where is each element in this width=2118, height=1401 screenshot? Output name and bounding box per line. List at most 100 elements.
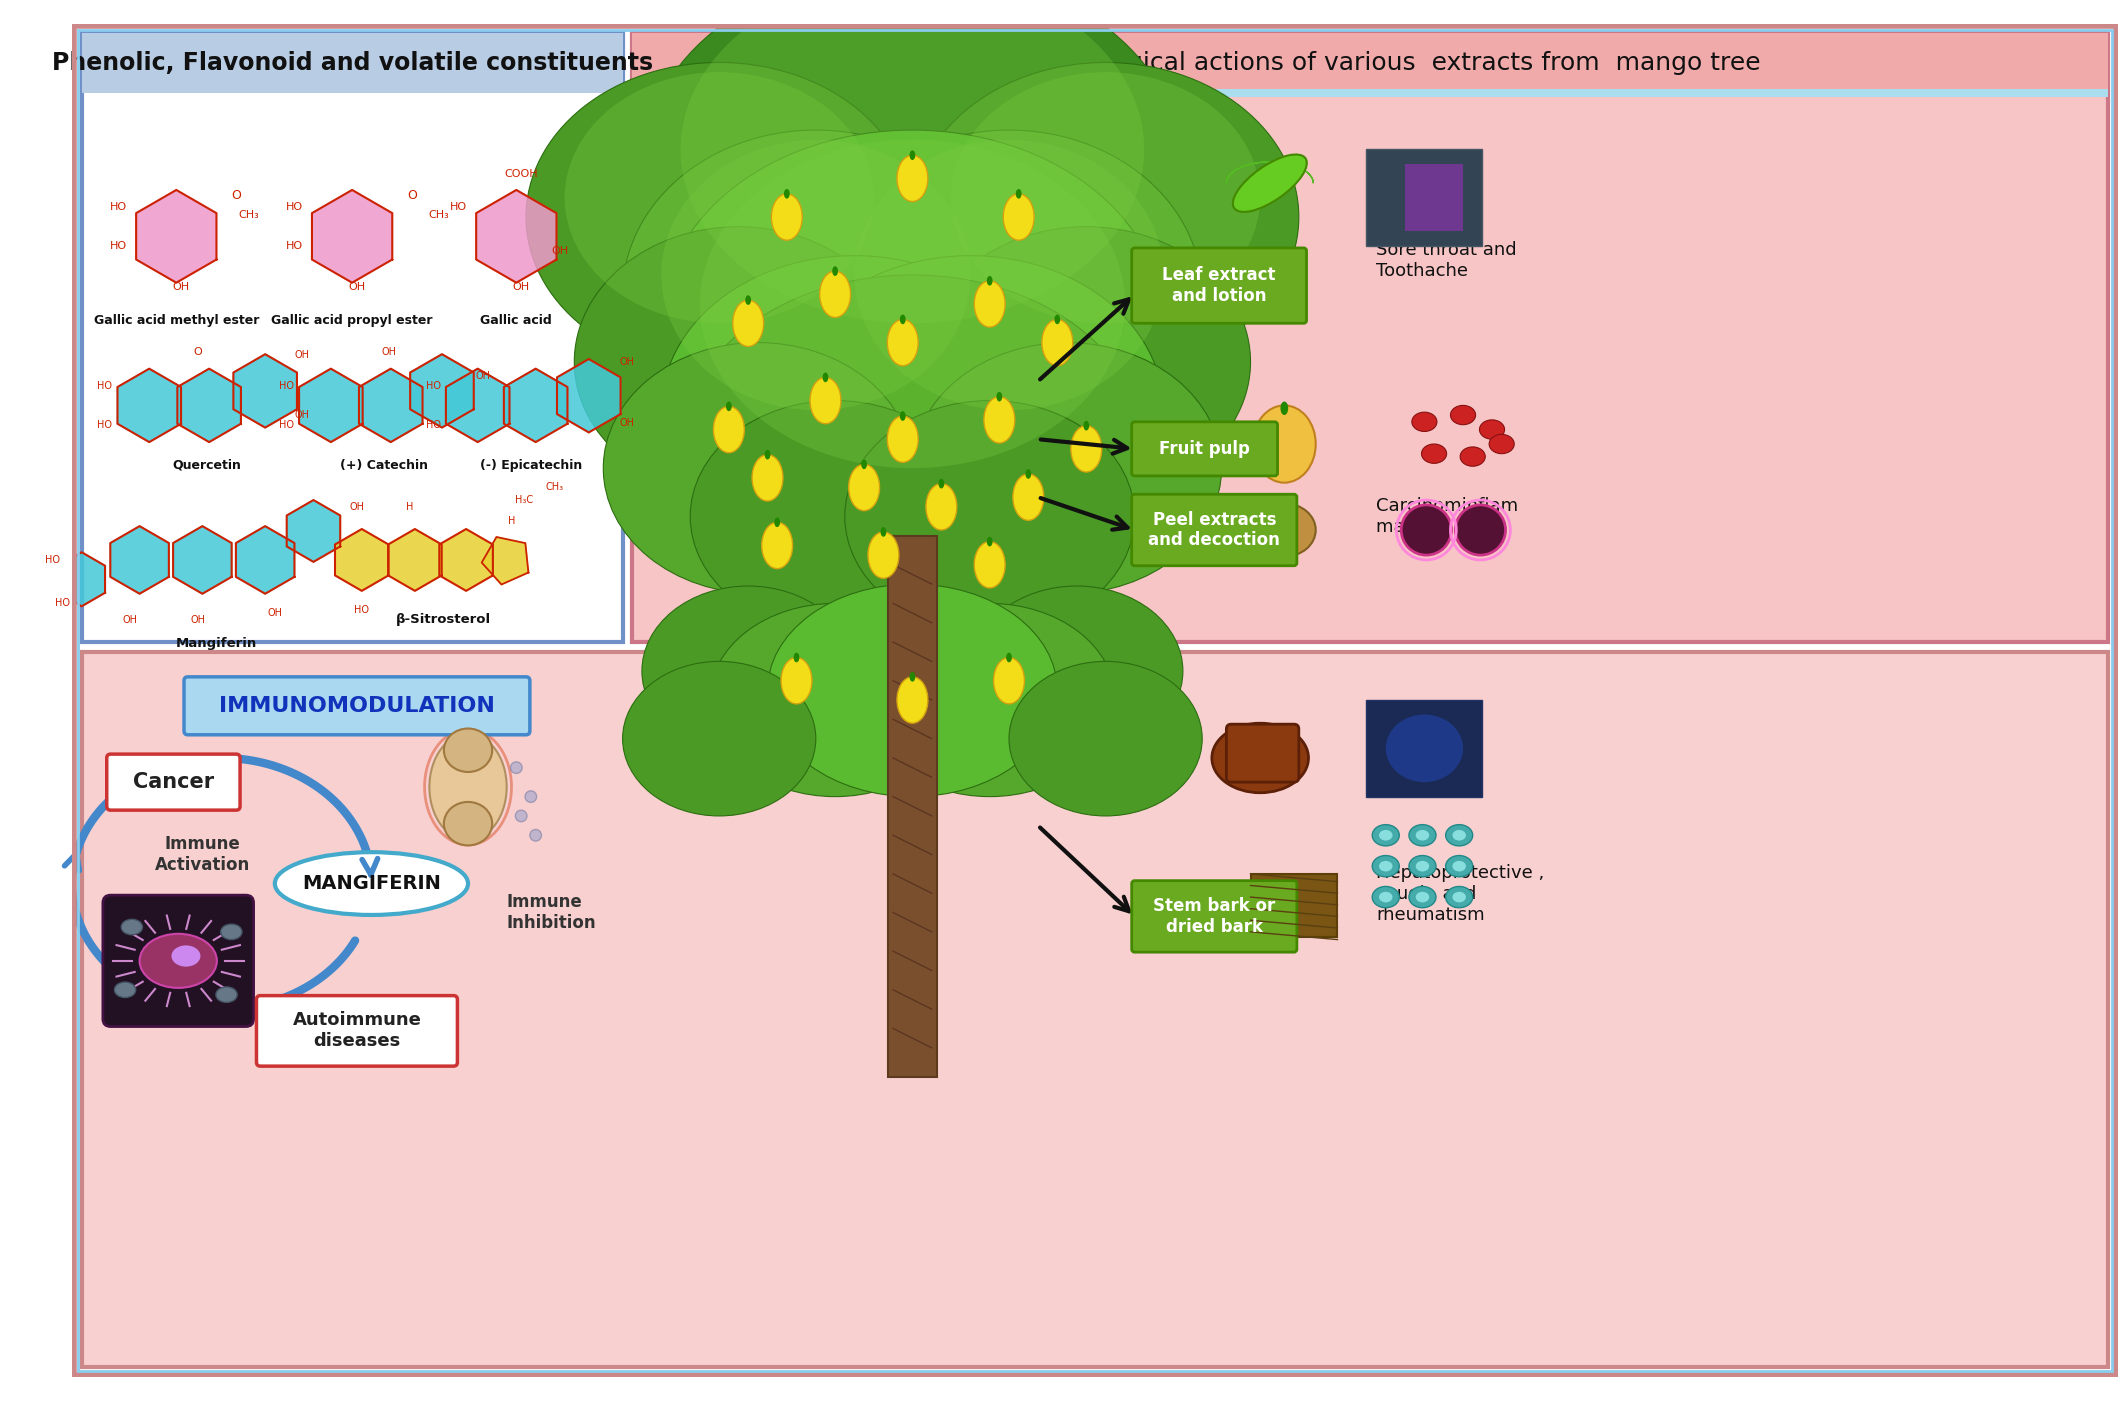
Ellipse shape	[777, 255, 1163, 565]
Text: HO: HO	[426, 381, 441, 391]
Text: CH₃: CH₃	[239, 210, 258, 220]
FancyBboxPatch shape	[106, 754, 239, 810]
Text: HO: HO	[97, 420, 112, 430]
Ellipse shape	[1408, 825, 1436, 846]
Text: β-Sitrosterol: β-Sitrosterol	[396, 614, 491, 626]
Polygon shape	[504, 368, 568, 443]
Ellipse shape	[1372, 887, 1400, 908]
Ellipse shape	[1254, 405, 1315, 483]
Text: Hepatoprotective ,
cough, and
rheumatism: Hepatoprotective , cough, and rheumatism	[1377, 864, 1544, 923]
Ellipse shape	[771, 193, 803, 240]
Ellipse shape	[832, 266, 839, 276]
Ellipse shape	[275, 852, 468, 915]
Polygon shape	[447, 368, 510, 443]
Text: HO: HO	[449, 202, 466, 213]
Ellipse shape	[445, 729, 491, 772]
Ellipse shape	[1254, 503, 1315, 556]
Ellipse shape	[900, 410, 907, 420]
Polygon shape	[57, 552, 106, 607]
Text: HO: HO	[110, 202, 127, 213]
Ellipse shape	[525, 63, 913, 371]
Ellipse shape	[574, 227, 902, 497]
Bar	[633, 90, 2107, 97]
Ellipse shape	[1447, 856, 1472, 877]
Ellipse shape	[1402, 504, 1451, 555]
Ellipse shape	[1489, 434, 1514, 454]
Text: OH: OH	[551, 245, 568, 256]
Ellipse shape	[530, 829, 542, 841]
Polygon shape	[233, 354, 297, 427]
Ellipse shape	[938, 479, 945, 489]
Ellipse shape	[220, 925, 241, 940]
FancyBboxPatch shape	[1131, 495, 1296, 566]
FancyBboxPatch shape	[256, 996, 457, 1066]
Polygon shape	[178, 368, 241, 443]
Ellipse shape	[699, 140, 1125, 468]
Ellipse shape	[710, 604, 962, 797]
Ellipse shape	[887, 416, 919, 462]
Ellipse shape	[1453, 860, 1466, 871]
Ellipse shape	[987, 276, 993, 286]
Text: Gallic acid: Gallic acid	[481, 314, 553, 326]
Ellipse shape	[445, 801, 491, 845]
Ellipse shape	[1455, 504, 1506, 555]
Ellipse shape	[794, 653, 798, 663]
Ellipse shape	[896, 677, 928, 723]
Ellipse shape	[1281, 402, 1288, 415]
Text: Gallic acid propyl ester: Gallic acid propyl ester	[271, 314, 432, 326]
Ellipse shape	[1415, 860, 1430, 871]
Ellipse shape	[216, 986, 237, 1002]
Ellipse shape	[114, 982, 136, 998]
Polygon shape	[335, 530, 388, 591]
Ellipse shape	[1042, 319, 1072, 366]
Ellipse shape	[782, 657, 811, 703]
Text: OH: OH	[513, 282, 530, 291]
Ellipse shape	[1447, 825, 1472, 846]
Ellipse shape	[642, 586, 854, 757]
Ellipse shape	[714, 406, 743, 453]
Ellipse shape	[913, 343, 1222, 594]
Text: Immune
Inhibition: Immune Inhibition	[506, 894, 597, 932]
Polygon shape	[116, 368, 180, 443]
Bar	[83, 34, 623, 642]
Ellipse shape	[1025, 469, 1031, 479]
Ellipse shape	[1453, 892, 1466, 902]
Text: HO: HO	[280, 381, 294, 391]
Ellipse shape	[510, 762, 523, 773]
Ellipse shape	[1008, 661, 1203, 815]
Text: OH: OH	[347, 282, 366, 291]
Ellipse shape	[1459, 447, 1485, 467]
Ellipse shape	[661, 255, 1048, 565]
Ellipse shape	[525, 790, 536, 803]
Polygon shape	[286, 500, 341, 562]
Text: COOH: COOH	[504, 168, 538, 178]
Text: CH₃: CH₃	[428, 210, 449, 220]
Ellipse shape	[1372, 856, 1400, 877]
Text: HO: HO	[426, 420, 441, 430]
Ellipse shape	[862, 460, 866, 469]
Ellipse shape	[1379, 892, 1392, 902]
Ellipse shape	[822, 373, 828, 382]
Text: Fruit pulp: Fruit pulp	[1159, 440, 1250, 458]
Text: OH: OH	[349, 502, 364, 511]
Ellipse shape	[1480, 420, 1504, 439]
Ellipse shape	[1379, 860, 1392, 871]
Text: OH: OH	[294, 410, 309, 420]
Ellipse shape	[995, 392, 1002, 402]
Polygon shape	[136, 191, 216, 283]
Ellipse shape	[909, 150, 915, 160]
Ellipse shape	[680, 275, 1144, 622]
Ellipse shape	[1408, 856, 1436, 877]
Polygon shape	[358, 368, 424, 443]
Text: Leaf extract
and lotion: Leaf extract and lotion	[1163, 266, 1275, 305]
Polygon shape	[557, 359, 621, 433]
Ellipse shape	[733, 300, 765, 346]
Ellipse shape	[762, 523, 792, 569]
Ellipse shape	[993, 657, 1025, 703]
Ellipse shape	[690, 401, 981, 632]
Bar	[83, 34, 623, 94]
Ellipse shape	[845, 401, 1135, 632]
Ellipse shape	[970, 586, 1182, 757]
Polygon shape	[438, 530, 493, 591]
Ellipse shape	[784, 189, 790, 199]
